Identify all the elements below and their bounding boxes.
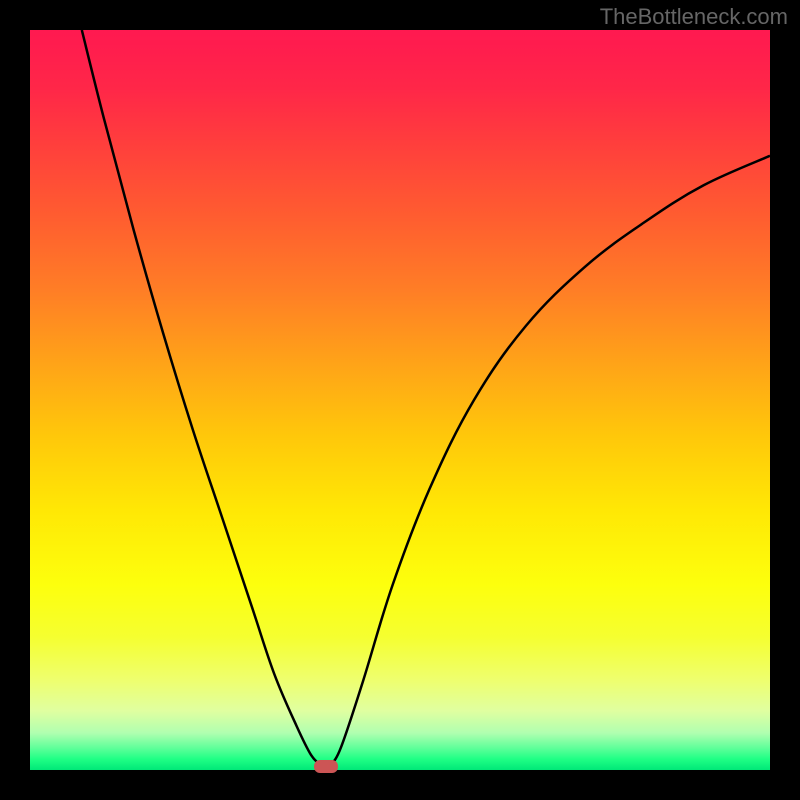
curve-right-branch xyxy=(330,156,770,767)
optimal-marker xyxy=(314,760,338,773)
watermark-text: TheBottleneck.com xyxy=(600,4,788,30)
chart-area xyxy=(30,30,770,770)
curve-left-branch xyxy=(82,30,322,766)
bottleneck-curve xyxy=(30,30,770,770)
